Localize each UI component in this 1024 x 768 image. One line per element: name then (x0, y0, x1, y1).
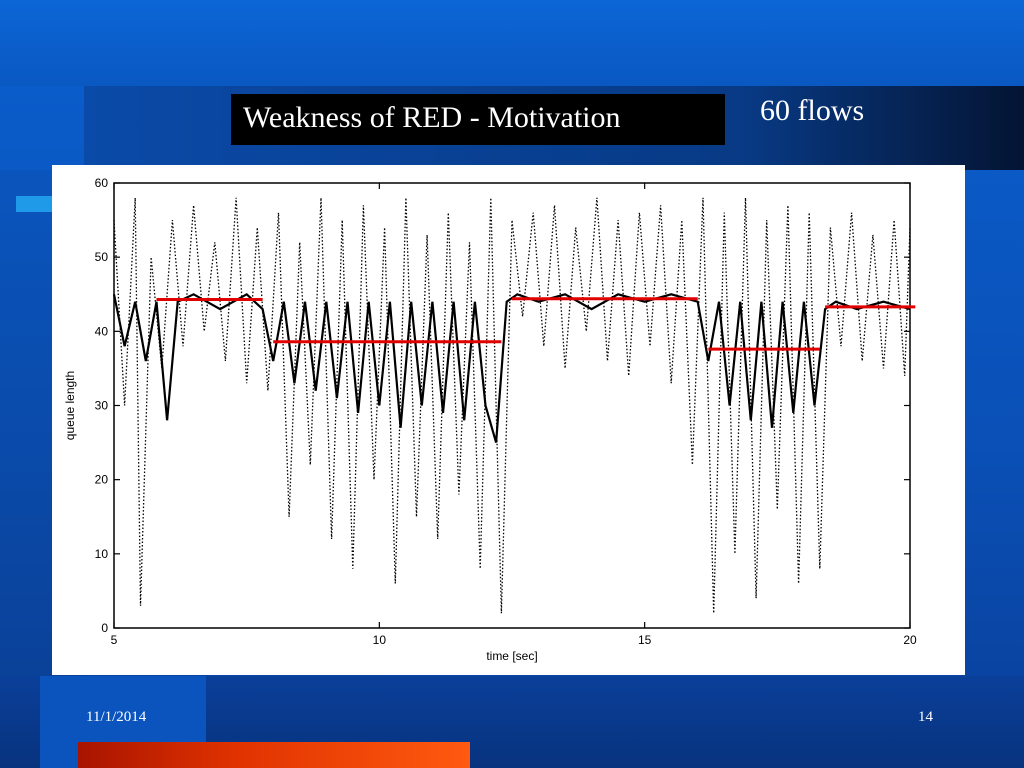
orange-accent-bar (78, 742, 470, 768)
y-tick-label: 50 (95, 250, 109, 264)
chart-card: 5 10 15 20 0 10 20 30 40 50 60 time [sec] queue le… (52, 165, 965, 675)
x-tick-label: 10 (373, 633, 387, 647)
y-tick-label: 10 (95, 547, 109, 561)
x-axis-label: time [sec] (486, 649, 537, 663)
slide-subtitle: 60 flows (760, 94, 865, 127)
footer-date: 11/1/2014 (86, 709, 147, 725)
slide-title: Weakness of RED - Motivation (243, 101, 621, 134)
y-tick-label: 30 (95, 399, 109, 413)
instantaneous-queue-line (113, 197, 911, 614)
x-tick-label: 20 (903, 633, 917, 647)
footer-page-number: 14 (918, 709, 933, 725)
slide-top-band (0, 0, 1024, 86)
average-queue-line (112, 292, 911, 443)
x-tick-label: 15 (638, 633, 652, 647)
queue-length-chart: 5 10 15 20 0 10 20 30 40 50 60 time [sec] queue le… (63, 176, 917, 663)
plot-frame (113, 182, 911, 629)
y-tick-label: 40 (95, 324, 109, 338)
y-tick-label: 0 (101, 621, 108, 635)
x-tick-label: 5 (111, 633, 118, 647)
cyan-accent-bar (16, 196, 54, 212)
title-box: Weakness of RED - Motivation (231, 94, 725, 145)
y-tick-label: 20 (95, 473, 109, 487)
y-tick-label: 60 (95, 176, 109, 190)
y-axis-label: queue length (63, 371, 77, 440)
